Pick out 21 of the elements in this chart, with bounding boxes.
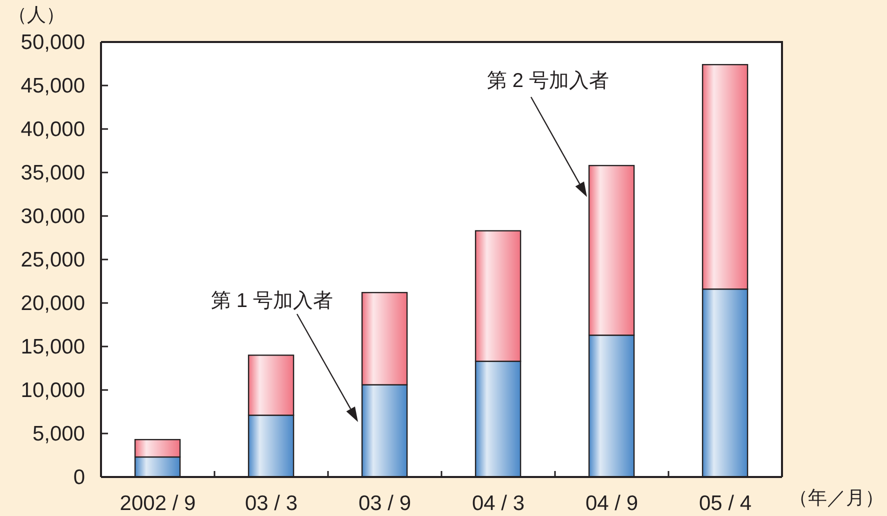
y-axis-title: （人） (8, 5, 65, 26)
y-tick-label: 50,000 (20, 31, 85, 54)
y-tick-label: 20,000 (20, 292, 85, 315)
x-tick-label: 2002 / 9 (120, 492, 196, 515)
y-tick-label: 35,000 (20, 162, 85, 184)
x-tick-label: 04 / 9 (585, 492, 638, 515)
x-tick-label: 04 / 3 (472, 492, 525, 515)
y-tick-label: 0 (73, 466, 85, 489)
y-tick-label: 45,000 (20, 74, 85, 98)
x-tick-label: 05 / 4 (698, 492, 752, 515)
y-tick-label: 15,000 (20, 336, 85, 358)
y-tick-label: 25,000 (20, 248, 85, 272)
y-tick-label: 10,000 (20, 379, 85, 402)
x-tick-label: 03 / 9 (358, 492, 412, 515)
y-tick-label: 40,000 (20, 118, 85, 141)
annotation: 第 2 号加入者 (486, 70, 610, 92)
y-tick-label: 30,000 (20, 205, 85, 228)
x-axis-title: （年／月） (789, 488, 884, 509)
annotation: 第 1 号加入者 (210, 290, 334, 312)
y-tick-label: 5,000 (32, 422, 85, 446)
x-tick-label: 03 / 3 (244, 492, 298, 515)
